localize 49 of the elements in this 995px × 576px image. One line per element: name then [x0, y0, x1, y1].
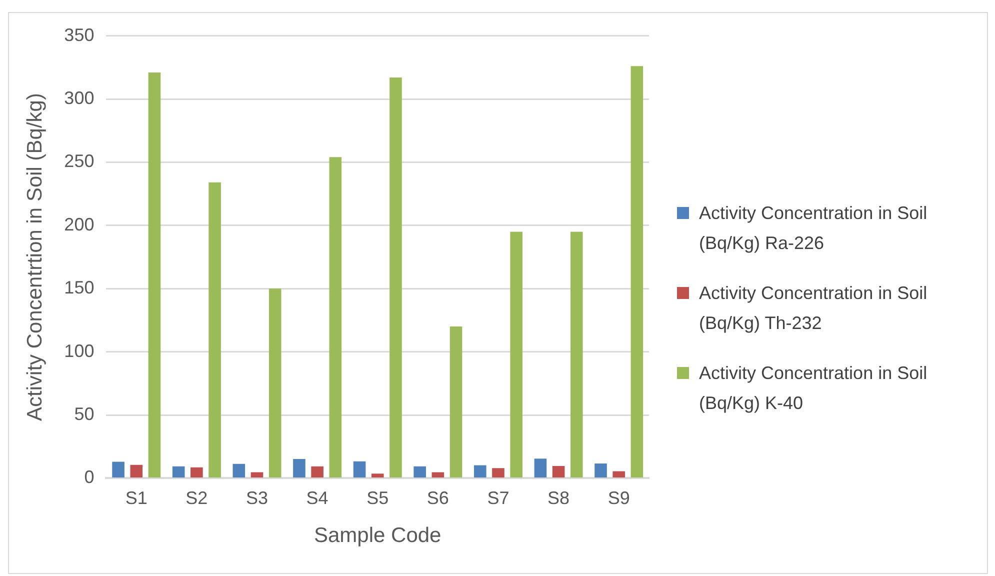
legend-label: Activity Concentration in Soil (Bq/Kg) Ra-226	[699, 202, 928, 255]
bar	[534, 458, 547, 478]
y-tick-label: 200	[64, 214, 94, 234]
bar	[552, 466, 565, 478]
bar	[329, 157, 342, 478]
y-tick-label: 50	[74, 404, 94, 424]
bar	[612, 471, 625, 478]
x-tick-label: S6	[426, 488, 449, 508]
bar	[190, 467, 203, 478]
y-tick-label: 300	[64, 88, 94, 108]
bar	[510, 232, 522, 478]
bar	[371, 474, 384, 478]
bar	[594, 464, 607, 478]
x-tick-label: S2	[186, 488, 208, 508]
y-tick-label: 350	[64, 24, 94, 45]
bar	[353, 461, 366, 478]
y-axis-title: Activity Concentrtion in Soil (Bq/kg)	[23, 93, 46, 421]
bar	[172, 466, 185, 478]
bar	[250, 472, 264, 478]
x-tick-label: S9	[608, 488, 630, 508]
bar	[450, 326, 462, 478]
y-tick-label: 0	[84, 467, 94, 488]
bar	[492, 468, 504, 478]
bar	[148, 72, 161, 478]
y-tick-label: 150	[64, 278, 94, 298]
x-axis-title: Sample Code	[314, 524, 442, 548]
bar	[130, 464, 143, 478]
bar	[570, 232, 583, 478]
x-tick-label: S3	[246, 488, 268, 508]
bar	[414, 466, 426, 478]
bar	[232, 464, 246, 478]
bar	[474, 465, 486, 478]
bar	[630, 66, 644, 478]
legend-label: Activity Concentration in Soil (Bq/Kg) K-40	[699, 362, 928, 415]
bar	[293, 458, 306, 478]
x-tick-label: S4	[306, 488, 328, 508]
legend-label: Activity Concentration in Soil (Bq/Kg) Th-232	[699, 282, 928, 335]
bar	[390, 78, 402, 478]
x-tick-label: S1	[125, 488, 148, 508]
bar	[208, 182, 221, 478]
bar	[432, 472, 444, 478]
x-tick-label: S8	[548, 488, 570, 508]
y-tick-label: 250	[64, 151, 94, 172]
y-tick-label: 100	[64, 340, 94, 361]
bar	[311, 466, 324, 478]
bar	[268, 288, 282, 478]
x-tick-label: S5	[366, 488, 389, 508]
x-tick-label: S7	[487, 488, 510, 508]
bar	[112, 462, 124, 478]
